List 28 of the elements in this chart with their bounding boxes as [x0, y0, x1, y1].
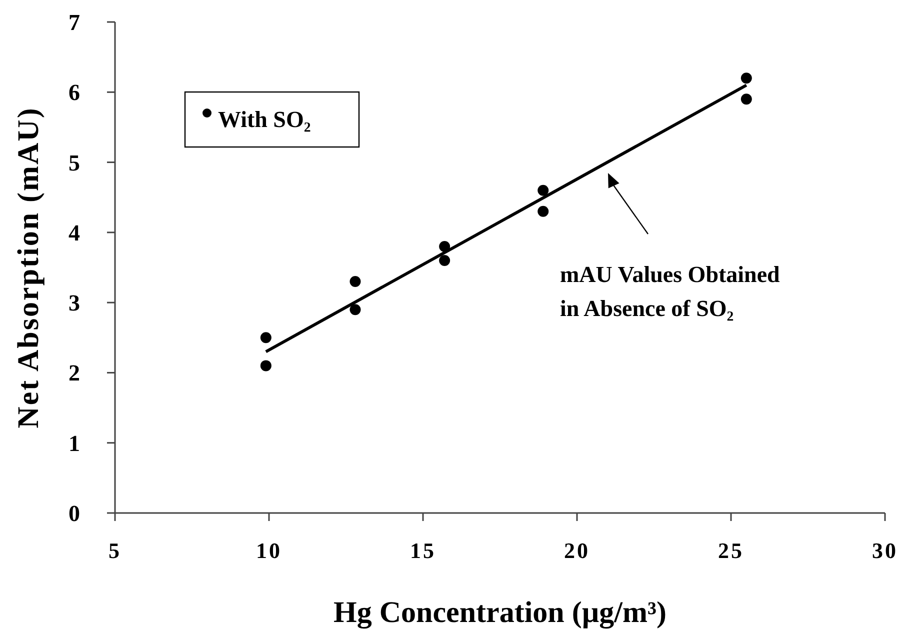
x-tick-label: 15 — [410, 538, 436, 563]
y-tick-label: 2 — [68, 360, 80, 386]
point — [439, 254, 450, 266]
x-axis-title: Hg Concentration (µg/m³) — [334, 596, 666, 629]
point — [260, 332, 272, 344]
y-tick-label: 3 — [68, 290, 80, 316]
y-tick-label: 0 — [68, 501, 80, 526]
point — [538, 184, 549, 196]
x-tick-label: 5 — [108, 538, 122, 563]
y-tick-label: 1 — [68, 430, 80, 456]
y-tick-label: 6 — [68, 80, 80, 106]
point — [740, 72, 752, 84]
x-tick-label: 25 — [718, 538, 744, 563]
x-tick-label: 20 — [564, 538, 590, 563]
y-tick-label: 5 — [68, 150, 80, 176]
x-tick-label: 30 — [872, 538, 898, 563]
point — [350, 276, 361, 288]
point — [439, 240, 450, 252]
point — [740, 94, 752, 105]
point — [350, 304, 361, 316]
y-tick-label: 4 — [68, 220, 80, 246]
legend-label: With SO₂ — [218, 107, 311, 132]
annotation: mAU Values Obtained in Absence of SO₂ — [560, 262, 780, 321]
y-axis-title: Net Absorption (mAU) — [12, 106, 45, 428]
point — [260, 360, 272, 372]
y-tick-label: 7 — [68, 10, 80, 35]
point — [538, 206, 549, 217]
x-tick-label: 10 — [256, 538, 282, 563]
